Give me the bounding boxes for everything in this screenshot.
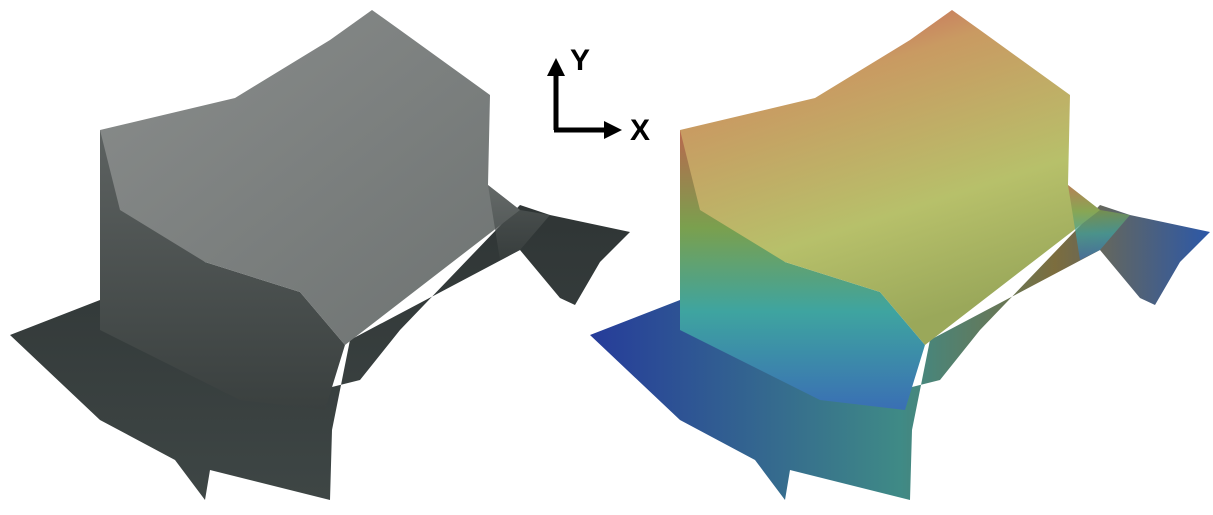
surface-gray bbox=[10, 10, 630, 500]
y-arrow-head bbox=[547, 58, 565, 76]
y-label: Y bbox=[570, 44, 590, 77]
surface-colored bbox=[590, 10, 1210, 500]
axis-indicator: Y X bbox=[547, 44, 650, 147]
x-arrow-head bbox=[604, 121, 622, 139]
x-label: X bbox=[630, 114, 650, 147]
